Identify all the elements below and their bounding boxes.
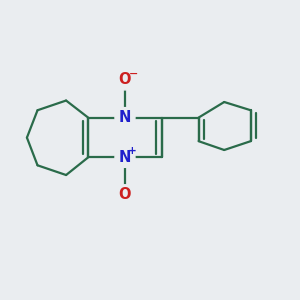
Text: O: O — [119, 187, 131, 202]
Text: N: N — [119, 110, 131, 125]
Circle shape — [115, 70, 135, 90]
Circle shape — [115, 185, 135, 205]
Text: +: + — [128, 146, 136, 156]
Text: −: − — [128, 68, 138, 78]
Text: N: N — [119, 150, 131, 165]
Circle shape — [115, 108, 135, 127]
Circle shape — [115, 147, 135, 167]
Text: O: O — [119, 72, 131, 87]
